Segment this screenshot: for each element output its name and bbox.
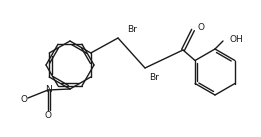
Text: Br: Br [149,73,159,82]
Text: O: O [44,111,51,119]
Text: N: N [45,85,51,95]
Text: Br: Br [127,25,137,35]
Text: OH: OH [230,35,244,44]
Text: O: O [21,95,27,103]
Text: O: O [197,24,204,32]
